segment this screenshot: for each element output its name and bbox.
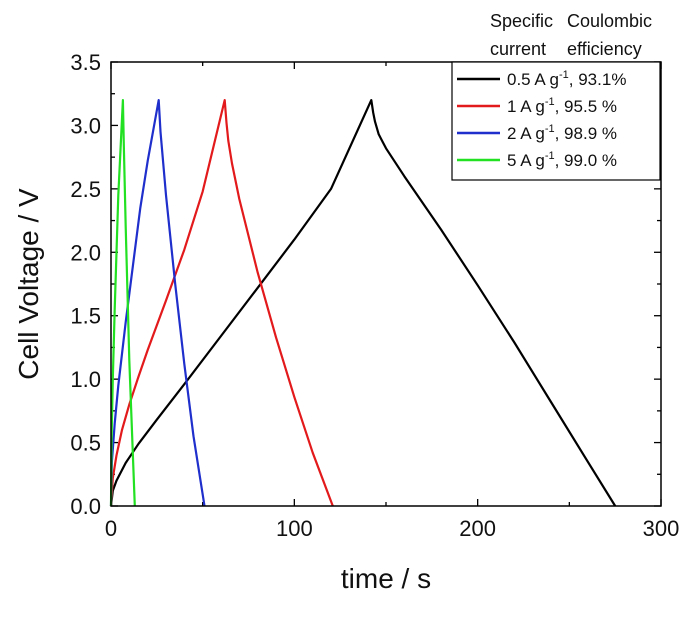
legend-label-3: 5 A g-1, 99.0 % <box>507 150 617 170</box>
legend-header-specific: Specific <box>490 11 553 31</box>
y-tick-label: 0.5 <box>70 431 101 456</box>
y-axis-title: Cell Voltage / V <box>13 188 44 380</box>
x-tick-label: 200 <box>459 516 496 541</box>
series-line-1 <box>109 98 334 507</box>
legend-header-current: current <box>490 39 546 59</box>
tick-labels: 0 100 200 300 0.0 0.5 1.0 1.5 2.0 2.5 3.0 3.5 <box>70 50 679 541</box>
series-line-2 <box>109 98 206 507</box>
series-line-3 <box>109 98 136 507</box>
series-line-0 <box>109 98 617 507</box>
y-tick-label: 3.5 <box>70 50 101 75</box>
series-layer <box>109 98 617 507</box>
legend-header-coulombic: Coulombic <box>567 11 652 31</box>
y-tick-label: 0.0 <box>70 494 101 519</box>
legend-label-1: 1 A g-1, 95.5 % <box>507 96 617 116</box>
legend-header-efficiency: efficiency <box>567 39 642 59</box>
legend-label-0: 0.5 A g-1, 93.1% <box>507 69 626 89</box>
x-tick-label: 100 <box>276 516 313 541</box>
x-tick-label: 0 <box>105 516 117 541</box>
legend-header: Specific current Coulombic efficiency <box>490 11 652 59</box>
y-tick-label: 2.0 <box>70 240 101 265</box>
y-tick-label: 1.5 <box>70 304 101 329</box>
legend-label-2: 2 A g-1, 98.9 % <box>507 123 617 143</box>
y-tick-label: 3.0 <box>70 113 101 138</box>
y-tick-label: 1.0 <box>70 367 101 392</box>
x-axis-title: time / s <box>341 563 431 594</box>
legend: 0.5 A g-1, 93.1% 1 A g-1, 95.5 % 2 A g-1, … <box>451 61 661 181</box>
y-tick-label: 2.5 <box>70 177 101 202</box>
plot-frame <box>110 61 662 507</box>
x-tick-label: 300 <box>643 516 680 541</box>
